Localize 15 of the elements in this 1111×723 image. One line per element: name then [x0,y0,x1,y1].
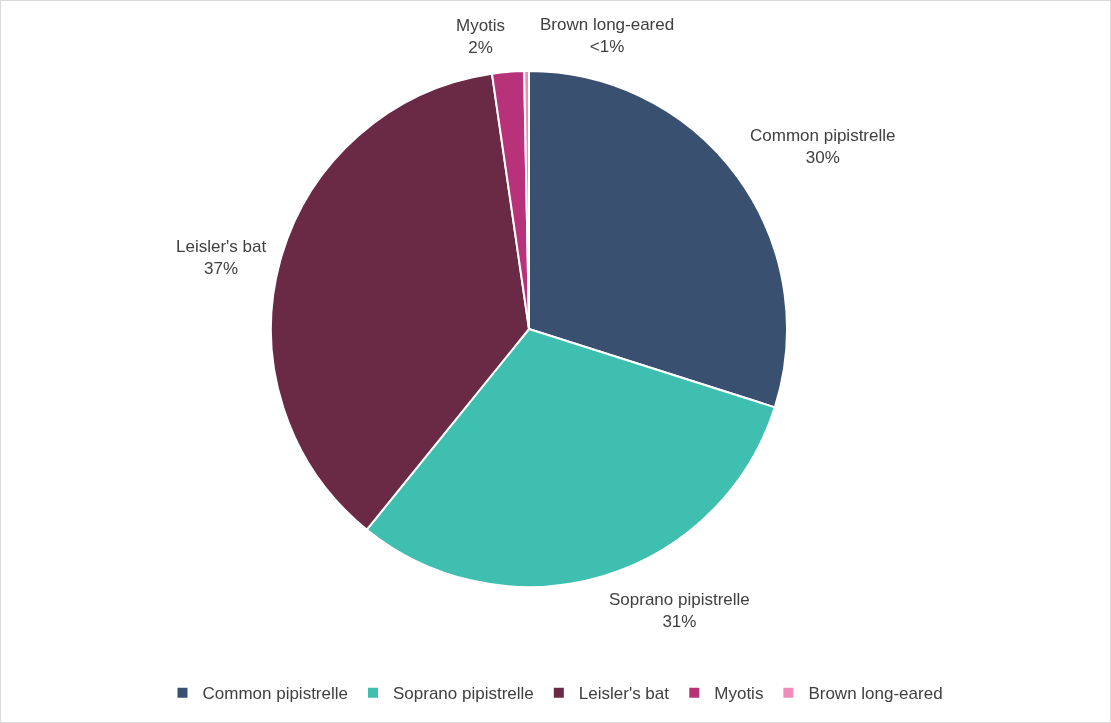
legend-label: Soprano pipistrelle [393,684,534,704]
slice-label: Leisler's bat [176,237,267,256]
data-label: 2% [468,38,493,58]
data-label: 37% [204,259,239,279]
slice-label: Soprano pipistrelle [609,590,750,609]
data-label: <1% [589,37,625,57]
slice-label: Brown long-eared [540,15,675,34]
slice-label: Myotis [456,16,506,35]
legend-label: Brown long-eared [808,684,943,704]
legend-label: Common pipistrelle [202,684,348,704]
data-label: 31% [662,612,697,632]
legend-label: Myotis [714,684,764,704]
data-label: 30% [805,148,840,168]
slice-label: Common pipistrelle [750,126,896,145]
legend-label: Leisler's bat [578,684,670,704]
